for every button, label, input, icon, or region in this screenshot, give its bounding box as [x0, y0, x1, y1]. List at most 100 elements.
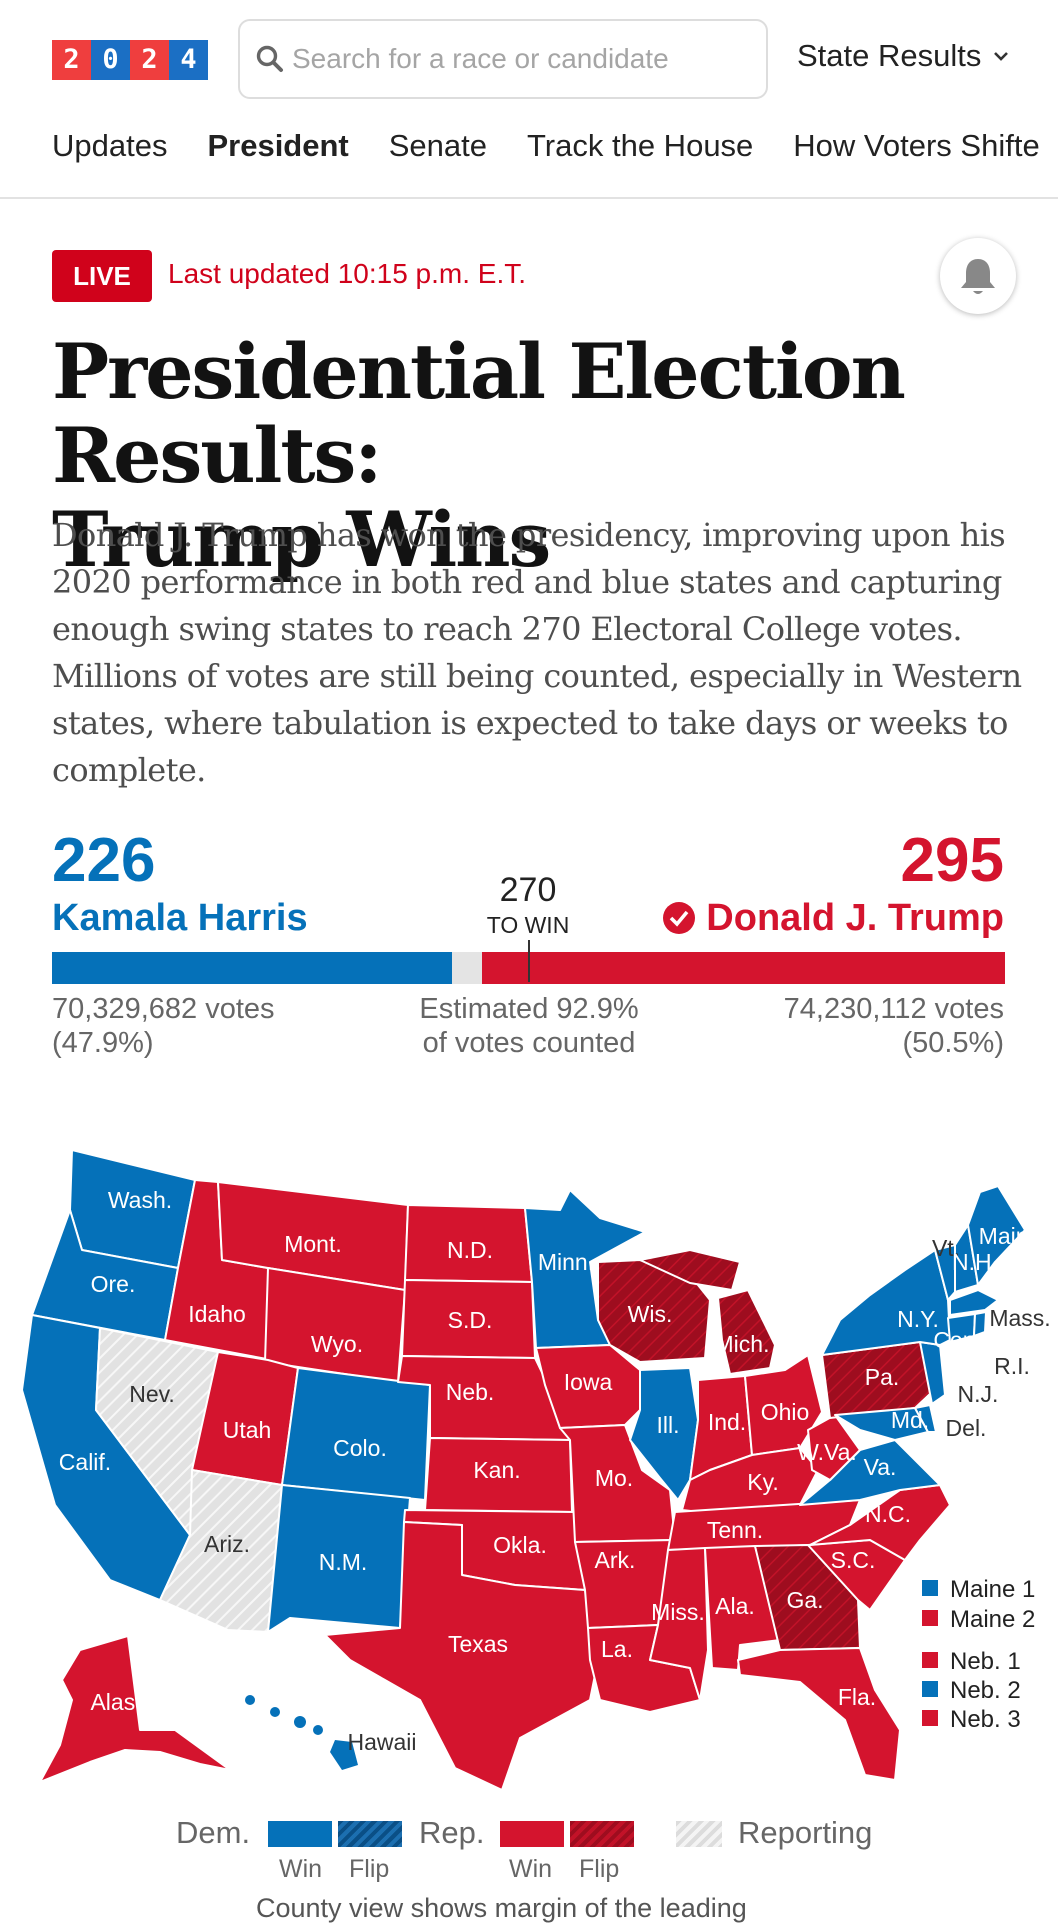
state-mi[interactable] — [717, 1289, 776, 1375]
state-mo[interactable] — [559, 1424, 676, 1543]
county-view-note: County view shows margin of the leading — [256, 1893, 747, 1923]
swatch-neb-3 — [922, 1710, 938, 1726]
label-me: Maine — [979, 1223, 1042, 1249]
search-placeholder: Search for a race or candidate — [292, 43, 669, 74]
checkmark-circle-icon — [663, 902, 696, 934]
district-neb-2: Neb. 2 — [950, 1677, 1021, 1704]
state-il[interactable] — [629, 1367, 699, 1501]
label-tx: Texas — [448, 1631, 508, 1657]
logo-digit: 2 — [52, 40, 91, 80]
legend-rep-win: Win — [509, 1855, 553, 1883]
notification-button[interactable] — [940, 238, 1016, 314]
electoral-bar-rep — [482, 952, 1005, 984]
district-neb-3: Neb. 3 — [950, 1706, 1021, 1733]
label-hi: Hawaii — [347, 1729, 416, 1755]
legend-rep-flip-swatch — [570, 1821, 634, 1847]
state-me[interactable] — [967, 1185, 1026, 1286]
last-updated: Last updated 10:15 p.m. E.T. — [168, 258, 527, 289]
label-wa: Wash. — [108, 1187, 172, 1213]
threshold-label: TO WIN — [486, 912, 570, 938]
swatch-maine-1 — [922, 1580, 938, 1596]
label-ny: N.Y. — [897, 1306, 939, 1332]
page-title: Presidential Election Results: Trump Win… — [52, 330, 1032, 582]
headline-line-2: Trump Wins — [52, 495, 551, 584]
state-ma[interactable] — [949, 1289, 999, 1316]
bell-icon — [961, 259, 995, 294]
rep-candidate: Donald J. Trump — [662, 896, 1004, 940]
search-icon — [256, 45, 283, 72]
label-tn: Tenn. — [707, 1517, 763, 1543]
nav-item-senate[interactable]: Senate — [388, 128, 488, 163]
state-hi[interactable] — [245, 1695, 358, 1770]
label-ut: Utah — [223, 1417, 272, 1443]
label-ga: Ga. — [786, 1587, 823, 1613]
label-nh: N.H. — [952, 1249, 998, 1275]
article-summary: Donald J. Trump has won the presidency, … — [52, 516, 1022, 789]
label-ky: Ky. — [747, 1469, 779, 1495]
threshold-value: 270 — [499, 871, 557, 909]
nav-item-president[interactable]: President — [207, 128, 349, 163]
state-mn[interactable] — [524, 1189, 646, 1349]
state-results-label: State Results — [797, 38, 982, 73]
label-ri: R.I. — [994, 1353, 1030, 1379]
logo-digit: 4 — [169, 40, 208, 80]
label-oh: Ohio — [761, 1399, 810, 1425]
electoral-bar — [52, 952, 1005, 984]
search-input[interactable]: Search for a race or candidate — [238, 19, 768, 99]
nav-item-track-the-house[interactable]: Track the House — [527, 128, 754, 163]
state-fl[interactable] — [737, 1647, 901, 1781]
estimate-line-2: of votes counted — [422, 1027, 636, 1059]
nav-item-updates[interactable]: Updates — [52, 128, 168, 163]
electoral-bar-dem — [52, 952, 453, 984]
label-nj: N.J. — [958, 1381, 999, 1407]
state-co[interactable] — [281, 1367, 431, 1501]
legend-dem-win-swatch — [268, 1821, 332, 1847]
state-ri[interactable] — [973, 1311, 987, 1337]
header-divider — [0, 197, 1058, 199]
label-mo: Mo. — [595, 1465, 633, 1491]
label-sc: S.C. — [831, 1547, 876, 1573]
label-ne: Neb. — [446, 1379, 495, 1405]
state-ga[interactable] — [754, 1544, 861, 1651]
nav-item-how-voters-shifted[interactable]: How Voters Shifte — [793, 128, 1040, 163]
logo-2024[interactable]: 2 0 2 4 — [52, 40, 208, 80]
rep-popular-vote: 74,230,112 votes (50.5%) — [784, 992, 1004, 1060]
state-tx[interactable] — [324, 1521, 599, 1791]
dem-popular-vote: 70,329,682 votes (47.9%) — [52, 992, 275, 1060]
label-nv: Nev. — [129, 1381, 175, 1407]
label-wi: Wis. — [628, 1301, 673, 1327]
state-ak[interactable] — [39, 1635, 231, 1783]
label-vt: Vt. — [932, 1235, 960, 1261]
state-nm[interactable] — [267, 1484, 411, 1633]
district-neb-1: Neb. 1 — [950, 1648, 1021, 1675]
swatch-neb-2 — [922, 1681, 938, 1697]
legend-reporting-swatch — [676, 1821, 722, 1847]
legend-rep-flip: Flip — [579, 1855, 620, 1883]
legend-dem-win: Win — [279, 1855, 323, 1883]
label-sd: S.D. — [448, 1307, 493, 1333]
label-md: Md. — [891, 1407, 929, 1433]
state-nc[interactable] — [809, 1484, 951, 1561]
label-pa: Pa. — [865, 1364, 900, 1390]
rep-candidate-name: Donald J. Trump — [706, 897, 1004, 939]
label-co: Colo. — [333, 1435, 387, 1461]
state-md[interactable] — [834, 1407, 929, 1441]
label-ct: Conn. — [933, 1327, 994, 1353]
state-ia[interactable] — [535, 1344, 641, 1429]
state-de[interactable] — [914, 1404, 937, 1433]
state-mi-upper[interactable] — [639, 1249, 741, 1291]
label-wy: Wyo. — [311, 1331, 363, 1357]
label-wv: W.Va. — [797, 1439, 857, 1465]
label-ks: Kan. — [473, 1457, 520, 1483]
legend-rep-win-swatch — [500, 1821, 564, 1847]
label-ar: Ark. — [595, 1547, 636, 1573]
legend-dem-flip: Flip — [349, 1855, 390, 1883]
map-legend: Dem. Rep. Reporting Win Flip Win Flip — [176, 1815, 896, 1885]
label-ma: Mass. — [989, 1305, 1050, 1331]
state-results-dropdown[interactable]: State Results — [797, 38, 1009, 74]
label-az: Ariz. — [204, 1531, 250, 1557]
label-ok: Okla. — [493, 1532, 547, 1558]
dem-vote-pct: (47.9%) — [52, 1027, 154, 1059]
swatch-neb-1 — [922, 1652, 938, 1668]
state-ny[interactable] — [821, 1249, 951, 1356]
